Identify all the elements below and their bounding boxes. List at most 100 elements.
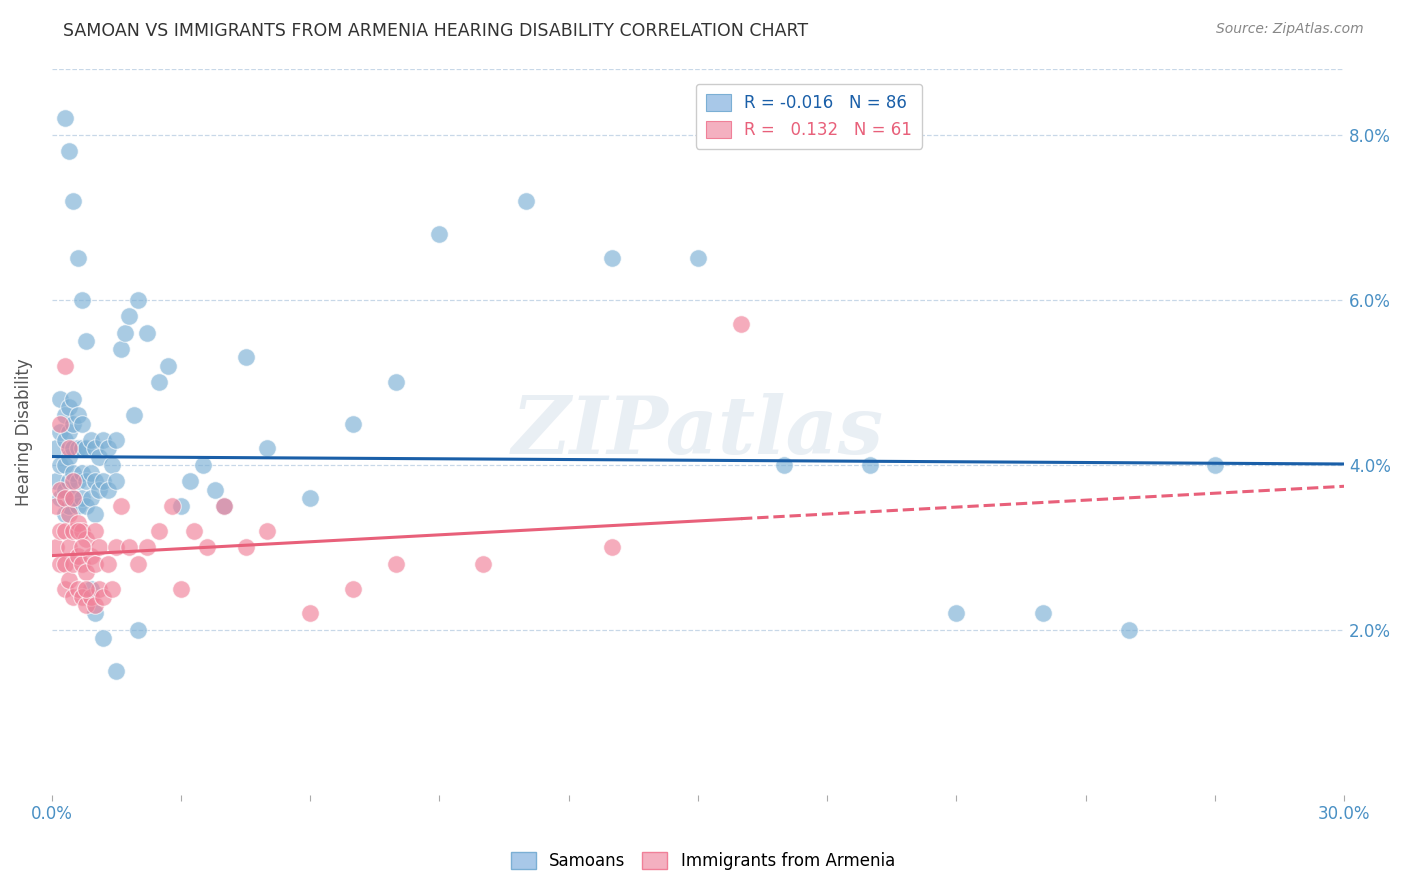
Point [53,483,76,497]
Point [62,557,84,571]
Point [58,442,80,456]
Point [53,508,76,522]
Point [62,442,84,456]
Point [93,590,115,604]
Point [89,483,111,497]
Point [204,483,226,497]
Point [235,351,257,365]
Point [53,524,76,538]
Point [79,582,101,596]
Point [686,252,709,266]
Point [70,293,93,307]
Point [58,144,80,158]
Point [66,252,89,266]
Point [148,376,170,390]
Point [93,475,115,489]
Point [53,359,76,373]
Point [118,541,141,555]
Point [75,442,97,456]
Text: Source: ZipAtlas.com: Source: ZipAtlas.com [1216,22,1364,37]
Point [66,524,89,538]
Point [62,491,84,505]
Point [105,433,128,447]
Point [83,598,105,612]
Text: ZIPatlas: ZIPatlas [512,393,884,471]
Point [170,582,193,596]
Point [49,524,72,538]
Point [62,392,84,406]
Point [70,466,93,480]
Point [97,483,120,497]
Point [93,631,115,645]
Point [79,491,101,505]
Point [75,475,97,489]
Point [110,343,132,357]
Point [471,557,494,571]
Point [75,532,97,546]
Point [429,227,451,241]
Point [89,541,111,555]
Point [105,664,128,678]
Point [195,541,218,555]
Text: SAMOAN VS IMMIGRANTS FROM ARMENIA HEARING DISABILITY CORRELATION CHART: SAMOAN VS IMMIGRANTS FROM ARMENIA HEARIN… [63,22,808,40]
Point [256,442,278,456]
Point [730,318,752,332]
Point [183,524,205,538]
Point [83,508,105,522]
Point [45,499,67,513]
Point [66,475,89,489]
Point [79,466,101,480]
Point [75,334,97,348]
Point [256,524,278,538]
Point [62,590,84,604]
Point [191,458,214,472]
Point [53,409,76,423]
Point [45,475,67,489]
Point [53,458,76,472]
Point [342,417,364,431]
Point [58,400,80,414]
Point [773,458,796,472]
Point [110,499,132,513]
Point [79,433,101,447]
Point [70,524,93,538]
Point [62,524,84,538]
Point [1032,607,1054,621]
Point [122,409,145,423]
Point [75,582,97,596]
Point [101,458,124,472]
Point [58,574,80,588]
Point [105,475,128,489]
Point [58,475,80,489]
Point [83,557,105,571]
Legend: Samoans, Immigrants from Armenia: Samoans, Immigrants from Armenia [505,845,901,877]
Point [53,491,76,505]
Legend: R = -0.016   N = 86, R =   0.132   N = 61: R = -0.016 N = 86, R = 0.132 N = 61 [696,84,922,149]
Point [58,425,80,439]
Point [945,607,967,621]
Point [58,541,80,555]
Point [105,541,128,555]
Point [70,590,93,604]
Point [101,582,124,596]
Point [97,442,120,456]
Point [62,194,84,208]
Point [58,499,80,513]
Point [49,392,72,406]
Point [66,442,89,456]
Point [66,582,89,596]
Point [235,541,257,555]
Point [66,516,89,530]
Point [58,508,80,522]
Point [127,623,149,637]
Point [49,483,72,497]
Point [385,557,408,571]
Point [83,524,105,538]
Point [53,557,76,571]
Point [83,607,105,621]
Point [70,417,93,431]
Point [49,458,72,472]
Point [170,499,193,513]
Point [118,309,141,323]
Point [45,541,67,555]
